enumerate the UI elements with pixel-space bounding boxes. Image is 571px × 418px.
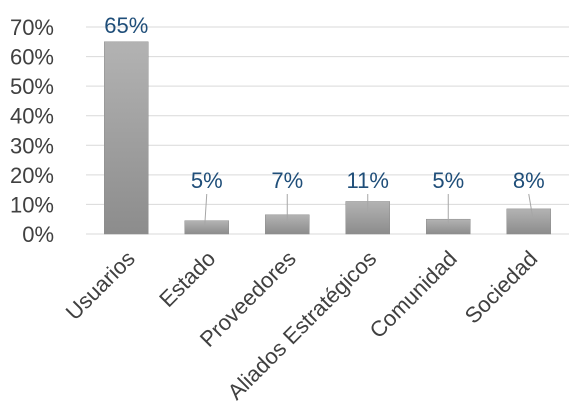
data-label: 5% (191, 168, 223, 193)
data-label: 7% (271, 168, 303, 193)
bar-estado (184, 220, 229, 235)
x-category-label: Sociedad (460, 246, 543, 329)
data-label-leader-line (528, 193, 534, 218)
x-category-label: Aliados Estratégicos (223, 246, 382, 405)
bars (104, 41, 551, 235)
y-tick-label: 10% (10, 192, 54, 217)
y-axis-tick-labels: 0% 10% 20% 30% 40% 50% 60% 70% (10, 15, 54, 247)
y-tick-label: 60% (10, 45, 54, 70)
y-tick-label: 0% (22, 222, 54, 247)
data-label: 5% (432, 168, 464, 193)
label-leader-lines (204, 193, 534, 226)
bar-sociedad (506, 208, 551, 235)
bar-usuarios (104, 41, 149, 235)
y-tick-label: 30% (10, 133, 54, 158)
x-category-label: Estado (154, 246, 220, 312)
gridlines (86, 26, 569, 235)
y-tick-label: 40% (10, 104, 54, 129)
data-label: 65% (104, 13, 148, 38)
data-label-leader-line (204, 193, 208, 226)
x-category-label: Usuarios (61, 246, 140, 325)
y-tick-label: 50% (10, 74, 54, 99)
data-labels: 65% 5% 7% 11% 5% 8% (104, 13, 544, 193)
x-category-label: Comunidad (365, 246, 462, 343)
data-label: 11% (347, 168, 389, 193)
y-tick-label: 20% (10, 163, 54, 188)
y-tick-label: 70% (10, 15, 54, 40)
data-label: 8% (513, 168, 545, 193)
